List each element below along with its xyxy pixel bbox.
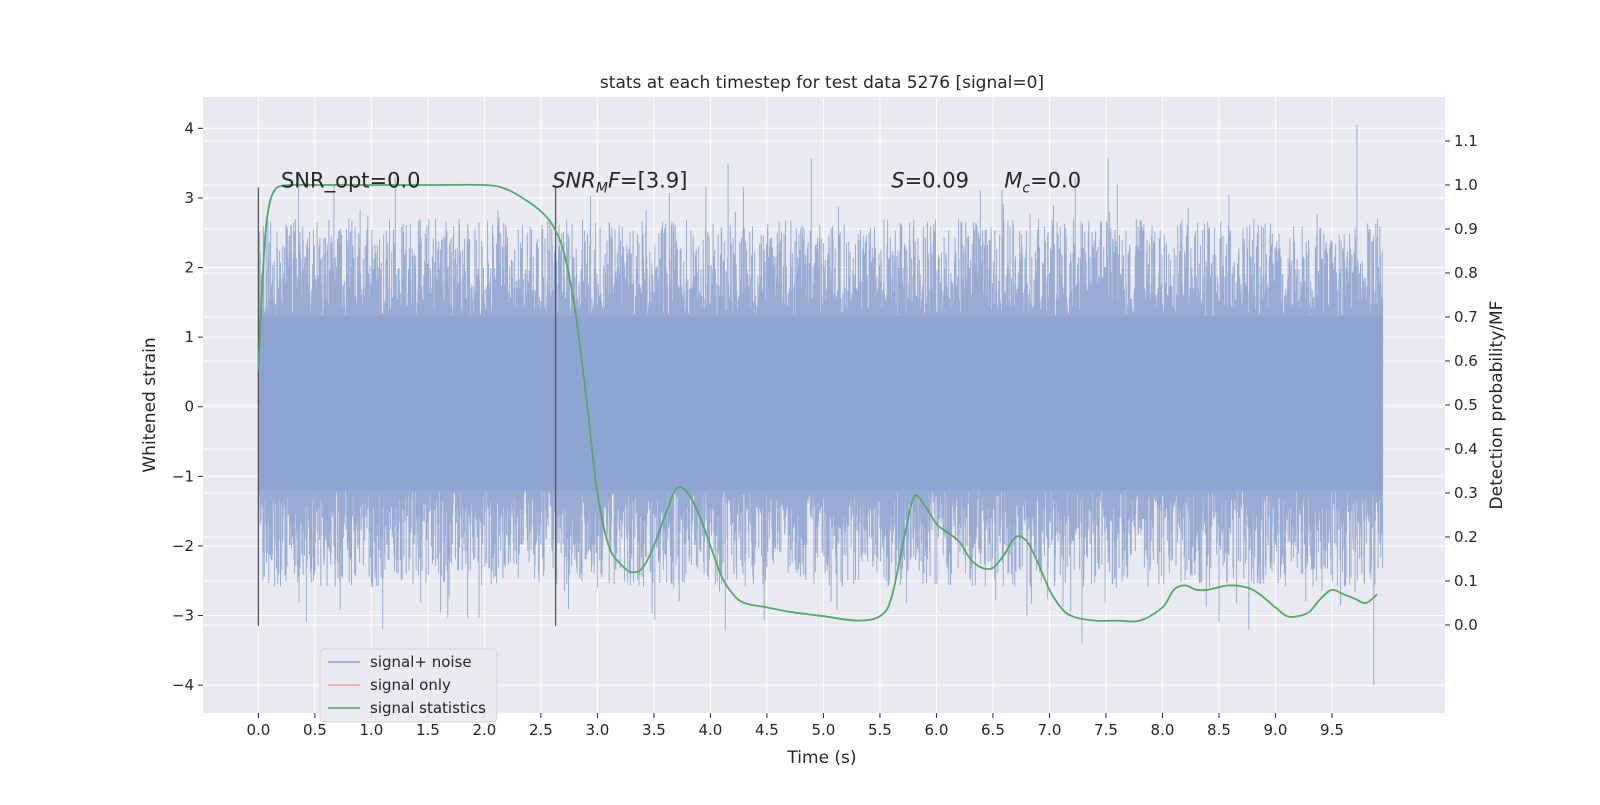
x-tick-label: 3.0 bbox=[585, 721, 609, 739]
y-left-tick-label: 3 bbox=[184, 189, 194, 207]
y-left-tick-label: 4 bbox=[184, 119, 194, 137]
y-axis-right-label: Detection probability/MF bbox=[1487, 301, 1507, 510]
y-left-tick-label: 0 bbox=[184, 398, 194, 416]
legend-label-signal-only: signal only bbox=[370, 676, 451, 694]
y-left-tick-layer: 4 3 2 1 0 −1 −2 −3 −4 bbox=[172, 119, 203, 694]
legend: signal+ noise signal only signal statist… bbox=[319, 648, 498, 723]
chart-title: stats at each timestep for test data 527… bbox=[600, 73, 1044, 93]
x-tick-label: 0.0 bbox=[246, 721, 270, 739]
statistics-series-layer bbox=[257, 183, 1378, 623]
x-tick-label: 2.5 bbox=[529, 721, 553, 739]
annotation-layer: SNR_opt=0.0 SNRMF=[3.9] S=0.09 Mc=0.0 bbox=[281, 168, 1081, 196]
x-tick-label: 5.0 bbox=[812, 721, 836, 739]
y-left-tick-label: 1 bbox=[184, 328, 194, 346]
x-tick-label: 0.5 bbox=[303, 721, 327, 739]
legend-label-signal-statistics: signal statistics bbox=[370, 699, 486, 717]
x-axis-label: Time (s) bbox=[786, 748, 856, 768]
y-right-tick-label: 0.2 bbox=[1454, 528, 1478, 546]
annotation-snr_mf: SNRMF=[3.9] bbox=[552, 168, 687, 196]
x-tick-label: 6.0 bbox=[925, 721, 949, 739]
y-right-tick-label: 0.8 bbox=[1454, 264, 1478, 282]
y-left-tick-label: 2 bbox=[184, 259, 194, 277]
x-tick-label: 7.5 bbox=[1094, 721, 1118, 739]
x-tick-label: 7.0 bbox=[1038, 721, 1062, 739]
y-right-tick-label: 0.5 bbox=[1454, 396, 1478, 414]
y-axis-left-label: Whitened strain bbox=[140, 337, 160, 472]
x-tick-label: 1.0 bbox=[359, 721, 383, 739]
signal-statistics-line bbox=[257, 183, 1378, 623]
y-left-tick-label: −1 bbox=[172, 467, 194, 485]
x-tick-label: 6.5 bbox=[981, 721, 1005, 739]
marker-layer bbox=[257, 187, 557, 626]
x-tick-label: 1.5 bbox=[416, 721, 440, 739]
x-tick-label: 8.0 bbox=[1151, 721, 1175, 739]
annotation-s: S=0.09 bbox=[891, 168, 969, 192]
y-right-tick-label: 0.6 bbox=[1454, 352, 1478, 370]
y-right-tick-label: 1.1 bbox=[1454, 132, 1478, 150]
strain-series-layer bbox=[257, 124, 1384, 686]
x-tick-label: 3.5 bbox=[642, 721, 666, 739]
y-right-tick-label: 0.3 bbox=[1454, 484, 1478, 502]
y-right-tick-label: 0.7 bbox=[1454, 308, 1478, 326]
legend-label-signal-noise: signal+ noise bbox=[370, 653, 472, 671]
y-right-tick-label: 0.1 bbox=[1454, 572, 1478, 590]
x-tick-label: 5.5 bbox=[868, 721, 892, 739]
x-tick-label: 9.5 bbox=[1320, 721, 1344, 739]
x-tick-label: 8.5 bbox=[1207, 721, 1231, 739]
annotation-snr_opt: SNR_opt=0.0 bbox=[281, 168, 421, 193]
annotation-mc: Mc=0.0 bbox=[1004, 168, 1081, 196]
y-right-tick-label: 0.4 bbox=[1454, 440, 1478, 458]
y-right-tick-label: 0.0 bbox=[1454, 616, 1478, 634]
y-right-tick-label: 1.0 bbox=[1454, 176, 1478, 194]
y-right-tick-layer: 1.1 1.0 0.9 0.8 0.7 0.6 0.5 0.4 0.3 0.2 0.1 0.0 bbox=[1445, 132, 1478, 634]
x-tick-layer: 0.0 0.5 1.0 1.5 2.0 2.5 3.0 3.5 4.0 4.5 5.0 5.5 6.0 6… bbox=[246, 713, 1344, 739]
y-left-tick-label: −4 bbox=[172, 676, 194, 694]
x-tick-label: 9.0 bbox=[1264, 721, 1288, 739]
x-tick-label: 4.5 bbox=[755, 721, 779, 739]
y-right-tick-label: 0.9 bbox=[1454, 220, 1478, 238]
y-left-tick-label: −2 bbox=[172, 537, 194, 555]
legend-box bbox=[319, 648, 498, 723]
x-tick-label: 4.0 bbox=[698, 721, 722, 739]
x-tick-label: 2.0 bbox=[472, 721, 496, 739]
y-left-tick-label: −3 bbox=[172, 607, 194, 625]
